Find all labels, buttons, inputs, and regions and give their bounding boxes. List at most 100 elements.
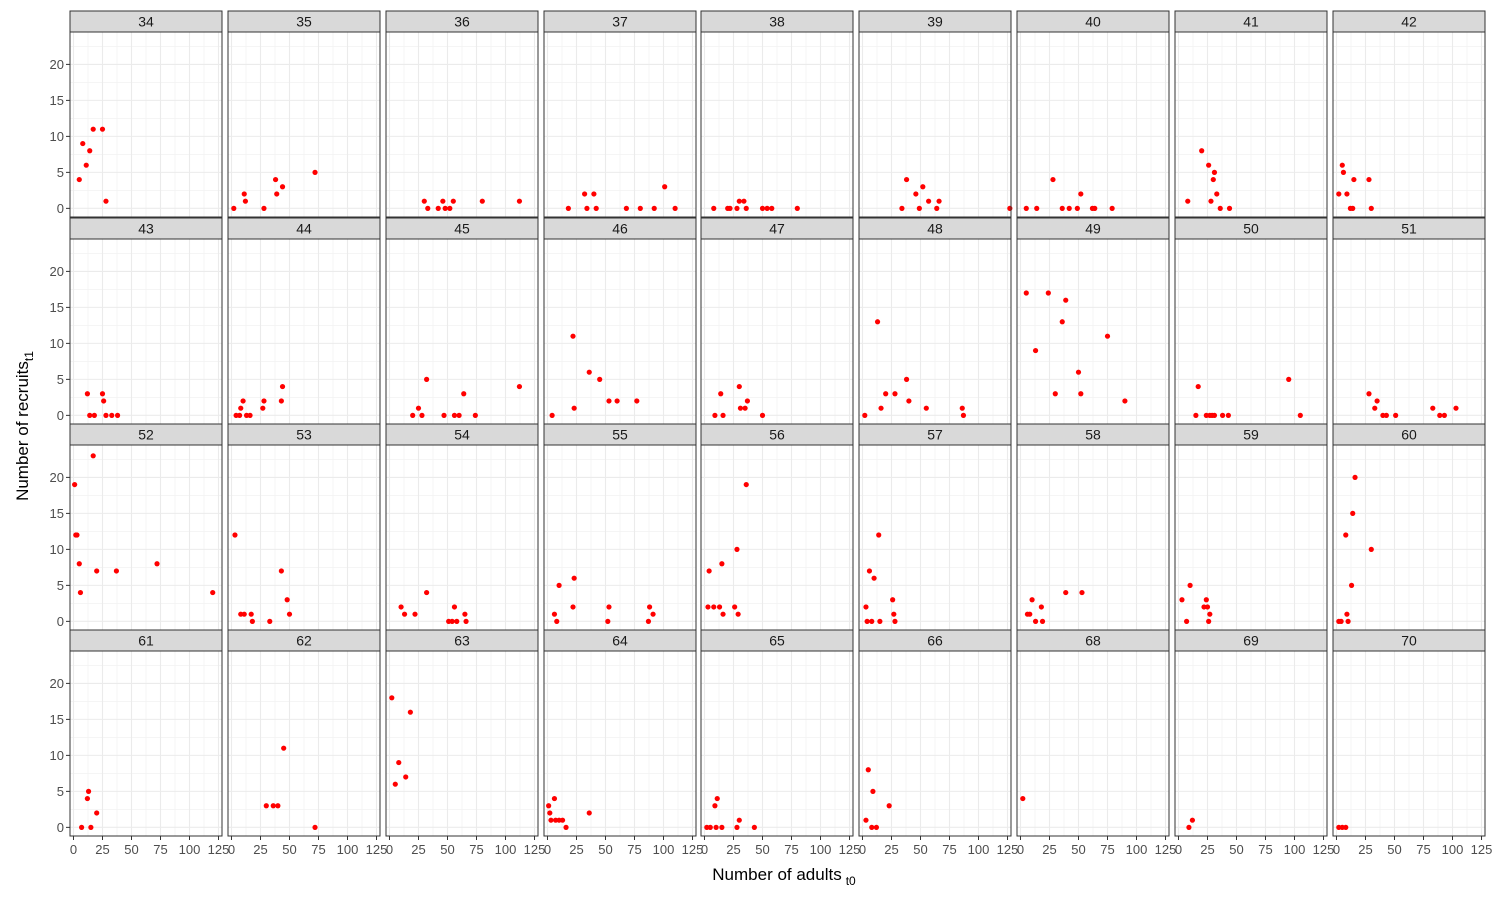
data-point [878,405,884,411]
panel-border [385,31,539,218]
x-tick-label: 25 [1358,842,1372,857]
facet-panel: 55 [543,423,697,631]
data-point [1211,412,1218,418]
facet-strip-label: 35 [296,14,312,30]
data-point [711,604,717,610]
data-point [707,824,713,830]
data-point [1351,176,1357,183]
data-point [926,198,932,204]
y-tick-label: 5 [57,578,64,593]
panel-border [1174,31,1328,218]
facet-strip-label: 54 [454,427,470,443]
data-point [732,604,738,610]
data-point [1078,391,1084,397]
data-point [892,391,898,397]
data-point [1350,205,1356,211]
data-point [424,589,430,596]
data-point [1023,290,1029,296]
y-tick-label: 20 [50,57,64,72]
data-point [736,383,742,390]
data-point [886,803,892,809]
y-tick-label: 15 [50,712,64,727]
y-tick-label: 0 [57,408,64,423]
data-point [410,412,416,418]
data-point [716,604,723,610]
data-point [565,205,571,211]
data-point [1050,176,1056,183]
data-point [1441,412,1447,418]
data-point [1203,597,1209,603]
data-point [923,405,929,411]
data-point [99,391,106,397]
data-point [1189,817,1196,823]
x-tick-label: 100 [179,842,201,857]
x-tick-label: 75 [1258,842,1272,857]
data-point [1206,162,1212,168]
x-tick-label: 0 [1333,842,1340,857]
facet-strip-label: 42 [1401,14,1417,30]
data-point [586,369,592,375]
data-point [1045,290,1051,296]
x-tick-label: 100 [495,842,517,857]
facet-panel: 70 0 25 50 75 100 125 [1332,629,1492,857]
data-point [865,767,871,773]
data-point [547,810,553,816]
data-point [1345,618,1351,624]
data-point [548,817,554,823]
facet-strip-label: 64 [612,633,628,649]
data-point [454,618,460,624]
data-point [109,412,115,418]
x-tick-label: 0 [228,842,235,857]
data-point [1343,824,1349,830]
data-point [916,205,922,211]
data-point [582,191,588,197]
x-tick-label: 50 [598,842,612,857]
data-point [83,162,89,168]
x-tick-label: 25 [884,842,898,857]
facet-strip-label: 57 [927,427,943,443]
y-tick-label: 5 [57,165,64,180]
data-point [237,412,243,418]
facet-strip-label: 43 [138,221,154,237]
data-point [242,198,249,204]
data-point [74,532,80,538]
data-point [720,412,726,418]
data-point [440,198,446,204]
data-point [870,788,876,794]
data-point [1032,347,1039,354]
facet-panel: 49 [1016,217,1170,425]
data-point [278,568,284,574]
y-axis-title: Number of recruitst1 [13,351,36,501]
data-point [1226,205,1233,211]
data-point [873,824,880,830]
x-tick-label: 25 [726,842,740,857]
x-tick-label: 0 [1175,842,1182,857]
data-point [263,803,269,809]
facet-strip-label: 37 [612,14,628,30]
data-point [1075,369,1082,375]
data-point [451,604,458,610]
panel-border [69,31,223,218]
data-point [1059,205,1065,211]
data-point [401,611,408,617]
facet-strip-label: 60 [1401,427,1417,443]
data-point [312,169,318,175]
data-point [442,205,448,211]
data-point [415,405,422,411]
data-point [871,575,877,581]
facet-strip-label: 69 [1243,633,1259,649]
data-point [425,205,431,211]
data-point [705,604,711,610]
facet-panel: 41 [1174,10,1328,218]
data-point [1206,618,1212,624]
data-point [737,405,744,411]
x-tick-label: 50 [1229,842,1243,857]
data-point [743,205,749,211]
data-point [711,205,717,211]
x-tick-label: 0 [859,842,866,857]
data-point [623,205,629,211]
data-point [1225,412,1231,418]
x-tick-label: 25 [569,842,583,857]
data-point [869,824,875,830]
data-point [606,398,612,404]
